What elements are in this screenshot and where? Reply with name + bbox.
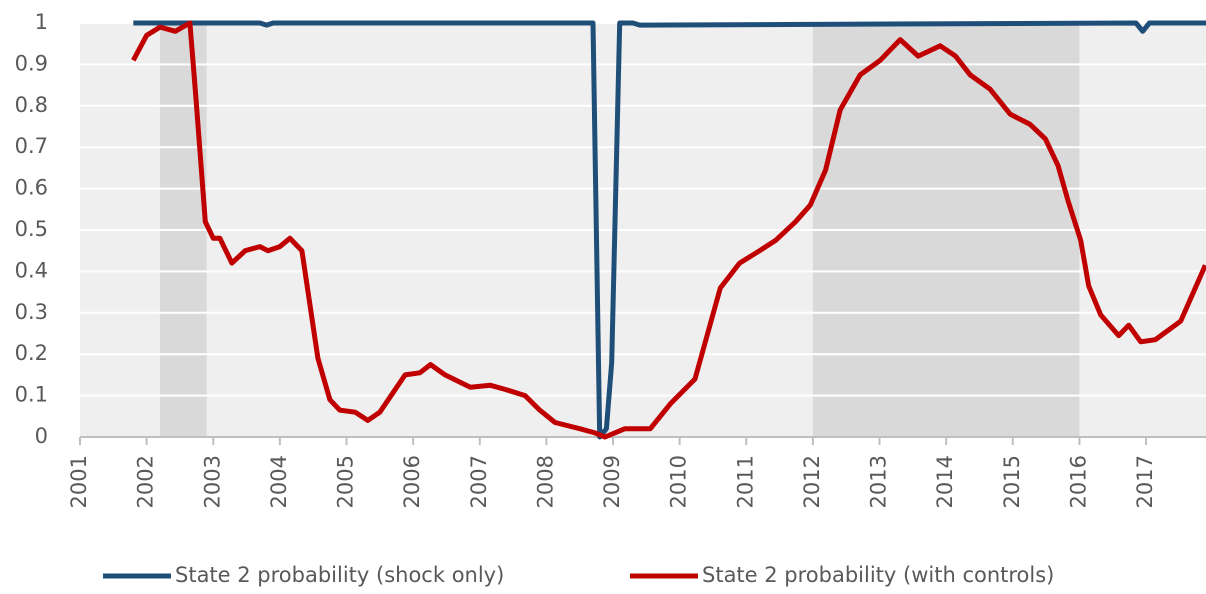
x-tick-label: 2004 <box>267 455 291 508</box>
x-tick-label: 2015 <box>1000 455 1024 508</box>
legend: State 2 probability (shock only) State 2 … <box>103 563 1054 587</box>
x-tick-label: 2017 <box>1133 455 1157 508</box>
y-tick-label: 0.3 <box>15 300 48 324</box>
x-tick-label: 2012 <box>800 455 824 508</box>
x-tick-label: 2011 <box>733 455 757 508</box>
y-tick-label: 0.8 <box>15 93 48 117</box>
y-tick-label: 0.9 <box>15 51 48 75</box>
x-tick-label: 2009 <box>600 455 624 508</box>
y-tick-label: 0.1 <box>15 383 48 407</box>
y-tick-label: 0.5 <box>15 217 48 241</box>
y-tick-label: 0.6 <box>15 176 48 200</box>
x-tick-label: 2003 <box>200 455 224 508</box>
y-tick-label: 0.4 <box>15 258 48 282</box>
legend-label: State 2 probability (shock only) <box>175 563 504 587</box>
y-tick-label: 0.7 <box>15 134 48 158</box>
series-line <box>133 20 1206 440</box>
x-tick-label: 2006 <box>400 455 424 508</box>
x-tick-label: 2014 <box>933 455 957 508</box>
x-tick-label: 2005 <box>334 455 358 508</box>
series-line <box>131 20 1206 440</box>
x-tick-label: 2002 <box>134 455 158 508</box>
x-tick-label: 2007 <box>467 455 491 508</box>
x-tick-label: 2008 <box>533 455 557 508</box>
x-tick-label: 2016 <box>1066 455 1090 508</box>
y-tick-label: 0 <box>35 424 48 448</box>
x-tick-label: 2010 <box>667 455 691 508</box>
y-tick-label: 1 <box>35 10 48 34</box>
x-tick-label: 2001 <box>67 455 91 508</box>
x-tick-label: 2013 <box>867 455 891 508</box>
y-tick-label: 0.2 <box>15 341 48 365</box>
legend-label: State 2 probability (with controls) <box>702 563 1054 587</box>
